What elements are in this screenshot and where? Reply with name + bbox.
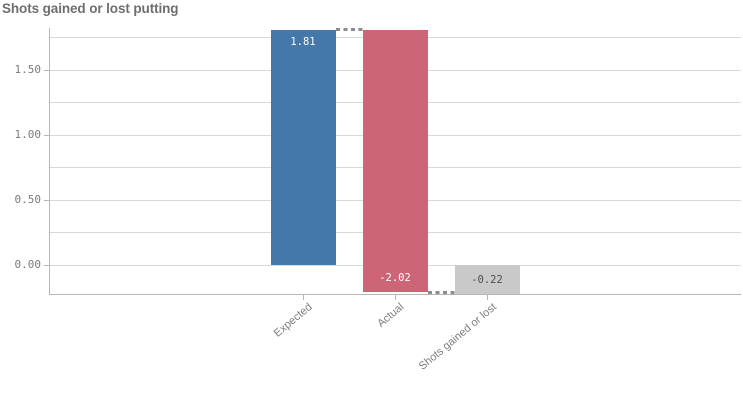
x-axis-line — [49, 293, 741, 295]
y-axis-tick — [44, 134, 49, 136]
y-axis-tick — [44, 69, 49, 71]
x-axis-tick — [487, 294, 488, 300]
y-axis-tick-label: 0.50 — [14, 193, 42, 206]
bar-expected[interactable] — [270, 29, 336, 265]
waterfall-connector — [335, 28, 363, 32]
x-axis-tick — [303, 294, 304, 300]
y-axis-tick-label: 1.00 — [14, 128, 42, 141]
y-axis-tick-label: 0.00 — [14, 258, 42, 271]
chart-title: Shots gained or lost putting — [2, 1, 179, 16]
bar-shots-gained-or-lost[interactable] — [454, 265, 520, 294]
y-axis-tick — [44, 264, 49, 266]
x-axis-tick — [395, 294, 396, 300]
y-axis-tick — [44, 199, 49, 201]
bar-value-label: 1.81 — [290, 35, 316, 48]
waterfall-connector — [427, 290, 455, 294]
bar-value-label: -2.02 — [379, 272, 411, 285]
bar-actual[interactable] — [362, 29, 428, 293]
x-axis-category-label[interactable]: Actual — [375, 301, 407, 330]
x-axis-category-label[interactable]: Expected — [271, 301, 315, 340]
y-axis-line — [49, 28, 50, 294]
y-axis-tick-label: 1.50 — [14, 63, 42, 76]
bar-value-label: -0.22 — [471, 273, 503, 286]
x-axis-category-label[interactable]: Shots gained or lost — [416, 301, 499, 373]
